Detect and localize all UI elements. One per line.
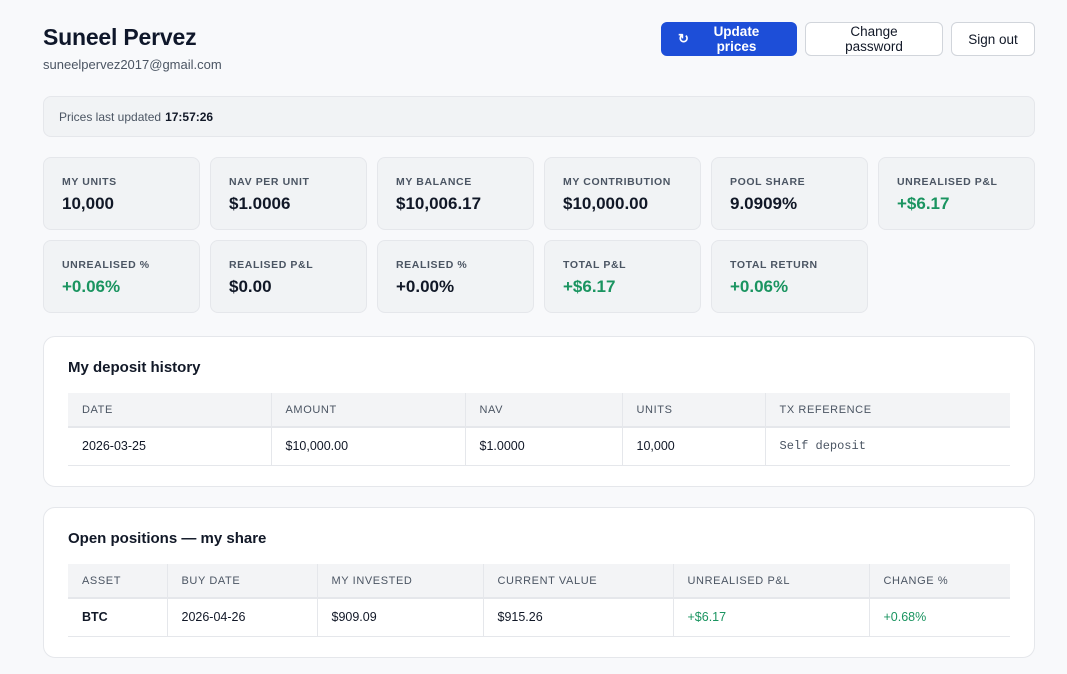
user-name: Suneel Pervez — [43, 24, 197, 50]
stat-label: UNREALISED P&L — [897, 176, 998, 188]
column-header: NAV — [465, 393, 623, 428]
position-current-value: $915.26 — [483, 598, 674, 637]
open-positions-table: ASSET BUY DATE MY INVESTED CURRENT VALUE… — [68, 564, 1010, 637]
stat-value: $10,000.00 — [563, 194, 649, 213]
table-header-row: DATE AMOUNT NAV UNITS TX REFERENCE — [68, 393, 1010, 428]
deposit-amount: $10,000.00 — [271, 427, 466, 466]
stat-my-contribution: MY CONTRIBUTION $10,000.00 — [544, 157, 701, 230]
stat-label: TOTAL P&L — [563, 259, 627, 271]
column-header: BUY DATE — [167, 564, 318, 599]
column-header: MY INVESTED — [317, 564, 484, 599]
stat-value: +$6.17 — [563, 277, 616, 296]
table-row: BTC 2026-04-26 $909.09 $915.26 +$6.17 +0… — [68, 598, 1010, 637]
stat-realised-pct: REALISED % +0.00% — [377, 240, 534, 313]
stat-value: 10,000 — [62, 194, 114, 213]
deposit-history-card: My deposit history DATE AMOUNT NAV UNITS… — [43, 336, 1035, 487]
open-positions-card: Open positions — my share ASSET BUY DATE… — [43, 507, 1035, 658]
header-actions: ↻ Update prices Change password Sign out — [661, 22, 1035, 56]
deposit-date: 2026-03-25 — [68, 427, 272, 466]
position-invested: $909.09 — [317, 598, 484, 637]
table-header-row: ASSET BUY DATE MY INVESTED CURRENT VALUE… — [68, 564, 1010, 599]
stat-label: NAV PER UNIT — [229, 176, 310, 188]
user-email: suneelpervez2017@gmail.com — [43, 57, 222, 72]
stat-value: +$6.17 — [897, 194, 950, 213]
stat-my-balance: MY BALANCE $10,006.17 — [377, 157, 534, 230]
stat-my-units: MY UNITS 10,000 — [43, 157, 200, 230]
prices-updated-time: 17:57:26 — [165, 109, 214, 124]
stat-value: +0.06% — [730, 277, 789, 296]
table-row: 2026-03-25 $10,000.00 $1.0000 10,000 Sel… — [68, 427, 1010, 466]
stat-value: $10,006.17 — [396, 194, 482, 213]
stat-label: REALISED P&L — [229, 259, 314, 271]
column-header: DATE — [68, 393, 272, 428]
column-header: UNREALISED P&L — [673, 564, 870, 599]
stat-label: MY CONTRIBUTION — [563, 176, 671, 188]
column-header: UNITS — [622, 393, 766, 428]
prices-updated-banner: Prices last updated 17:57:26 — [43, 96, 1035, 137]
change-password-button[interactable]: Change password — [805, 22, 943, 56]
prices-updated-label: Prices last updated — [59, 109, 162, 124]
column-header: ASSET — [68, 564, 168, 599]
stat-label: MY UNITS — [62, 176, 117, 188]
open-positions-title: Open positions — my share — [68, 530, 267, 547]
column-header: CHANGE % — [869, 564, 1010, 599]
stat-unrealised-pct: UNREALISED % +0.06% — [43, 240, 200, 313]
stat-value: $1.0006 — [229, 194, 291, 213]
stat-nav-per-unit: NAV PER UNIT $1.0006 — [210, 157, 367, 230]
position-asset: BTC — [68, 598, 168, 637]
column-header: AMOUNT — [271, 393, 466, 428]
stat-label: REALISED % — [396, 259, 468, 271]
deposit-history-title: My deposit history — [68, 359, 201, 376]
stat-label: UNREALISED % — [62, 259, 150, 271]
position-unrealised-pnl: +$6.17 — [673, 598, 870, 637]
stat-total-pnl: TOTAL P&L +$6.17 — [544, 240, 701, 313]
stat-value: 9.0909% — [730, 194, 798, 213]
sign-out-button[interactable]: Sign out — [951, 22, 1035, 56]
update-prices-label: Update prices — [713, 24, 760, 54]
stat-value: +0.06% — [62, 277, 121, 296]
header: Suneel Pervez suneelpervez2017@gmail.com… — [43, 22, 1035, 78]
refresh-icon: ↻ — [678, 31, 689, 46]
stat-total-return: TOTAL RETURN +0.06% — [711, 240, 868, 313]
stats-grid: MY UNITS 10,000 NAV PER UNIT $1.0006 MY … — [43, 157, 1035, 313]
stat-label: POOL SHARE — [730, 176, 806, 188]
deposit-history-table: DATE AMOUNT NAV UNITS TX REFERENCE 2026-… — [68, 393, 1010, 466]
deposit-nav: $1.0000 — [465, 427, 623, 466]
position-buy-date: 2026-04-26 — [167, 598, 318, 637]
stat-label: TOTAL RETURN — [730, 259, 818, 271]
deposit-units: 10,000 — [622, 427, 766, 466]
stat-value: $0.00 — [229, 277, 272, 296]
stat-value: +0.00% — [396, 277, 455, 296]
deposit-tx-reference: Self deposit — [765, 427, 1010, 466]
column-header: TX REFERENCE — [765, 393, 1010, 428]
stat-realised-pnl: REALISED P&L $0.00 — [210, 240, 367, 313]
column-header: CURRENT VALUE — [483, 564, 674, 599]
stat-unrealised-pnl: UNREALISED P&L +$6.17 — [878, 157, 1035, 230]
stat-pool-share: POOL SHARE 9.0909% — [711, 157, 868, 230]
stat-label: MY BALANCE — [396, 176, 472, 188]
position-change-pct: +0.68% — [869, 598, 1010, 637]
update-prices-button[interactable]: ↻ Update prices — [661, 22, 797, 56]
